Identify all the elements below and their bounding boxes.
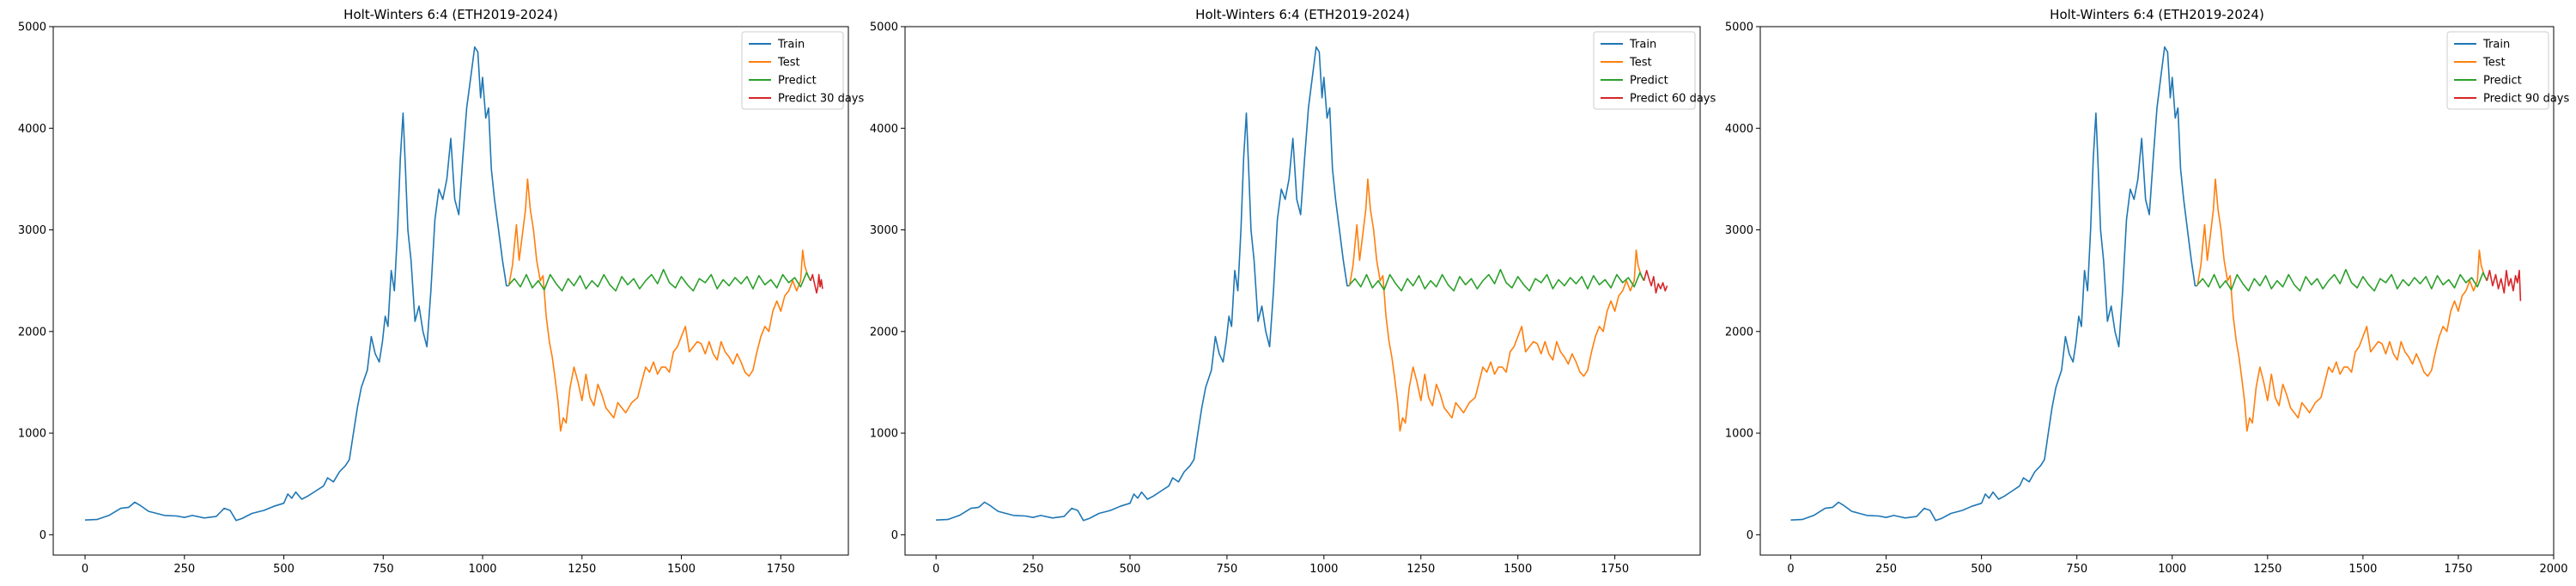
axes-frame <box>1759 26 2555 556</box>
series-line-test <box>2196 178 2488 432</box>
series-group <box>936 46 1668 522</box>
legend-label: Predict 90 days <box>2483 93 2569 106</box>
y-tick-label: 5000 <box>18 21 46 34</box>
series-line-predict-90-days <box>2486 270 2522 302</box>
legend: Train Test Predict Predict 90 days <box>2446 31 2569 110</box>
series-group <box>84 46 823 522</box>
chart-title: Holt-Winters 6:4 (ETH2019-2024) <box>1195 7 1410 22</box>
x-tick-label: 0 <box>82 563 88 576</box>
series-line-test <box>1348 178 1645 432</box>
legend-box <box>741 31 844 110</box>
y-tick-label: 4000 <box>1725 123 1753 136</box>
legend-label: Test <box>1629 57 1652 70</box>
series-group <box>1790 46 2522 522</box>
series-line-predict-60-days <box>1643 270 1668 294</box>
x-tick-label: 250 <box>173 563 195 576</box>
x-tick-label: 0 <box>933 563 939 576</box>
legend: Train Test Predict Predict 60 days <box>1593 31 1716 110</box>
chart-panel: Holt-Winters 6:4 (ETH2019-2024) 0 250 500 75… <box>1725 7 2570 576</box>
x-tick-label: 1500 <box>2348 563 2377 576</box>
legend-label: Predict <box>2483 75 2522 88</box>
y-tick-label: 3000 <box>18 224 46 237</box>
x-tick-label: 1000 <box>468 563 496 576</box>
x-tick-label: 250 <box>1023 563 1044 576</box>
x-tick-label: 1500 <box>1504 563 1532 576</box>
y-tick-label: 0 <box>1747 529 1753 542</box>
chart-title: Holt-Winters 6:4 (ETH2019-2024) <box>2050 7 2264 22</box>
series-line-test <box>507 178 811 432</box>
y-tick-label: 3000 <box>1725 224 1753 237</box>
legend-label: Train <box>2482 39 2510 52</box>
x-tick-label: 0 <box>1787 563 1794 576</box>
legend-box <box>2446 31 2549 110</box>
legend: Train Test Predict Predict 30 days <box>741 31 864 110</box>
legend-label: Predict 30 days <box>778 93 864 106</box>
x-tick-label: 1000 <box>1309 563 1338 576</box>
x-tick-label: 1250 <box>1406 563 1435 576</box>
y-tick-label: 0 <box>891 529 898 542</box>
x-tick-label: 500 <box>1120 563 1141 576</box>
x-tick-label: 1250 <box>568 563 596 576</box>
legend-label: Predict <box>1630 75 1668 88</box>
x-tick-label: 2000 <box>2539 563 2567 576</box>
y-tick-label: 1000 <box>870 428 898 441</box>
legend-label: Test <box>777 57 800 70</box>
x-tick-label: 1500 <box>667 563 696 576</box>
legend-label: Train <box>1629 39 1656 52</box>
y-tick-label: 2000 <box>18 326 46 339</box>
series-line-train <box>84 46 509 522</box>
y-tick-label: 2000 <box>1725 326 1753 339</box>
x-tick-label: 1250 <box>2253 563 2281 576</box>
x-tick-label: 750 <box>1217 563 1238 576</box>
series-line-predict-30-days <box>810 273 823 294</box>
x-tick-label: 1750 <box>1601 563 1629 576</box>
series-line-predict <box>2196 268 2488 292</box>
x-tick-label: 1750 <box>2444 563 2472 576</box>
series-line-predict <box>1349 268 1645 292</box>
x-tick-label: 1750 <box>767 563 795 576</box>
y-tick-label: 4000 <box>18 123 46 136</box>
y-tick-label: 0 <box>39 529 46 542</box>
x-tick-label: 750 <box>373 563 394 576</box>
legend-label: Predict <box>778 75 817 88</box>
chart-panel: Holt-Winters 6:4 (ETH2019-2024) 0 250 500 75… <box>18 7 865 576</box>
legend-label: Train <box>777 39 805 52</box>
series-line-predict <box>508 268 811 292</box>
y-tick-label: 3000 <box>870 224 898 237</box>
axes-frame <box>904 26 1701 556</box>
x-tick-label: 750 <box>2066 563 2087 576</box>
y-tick-label: 4000 <box>870 123 898 136</box>
y-tick-label: 2000 <box>870 326 898 339</box>
x-tick-label: 500 <box>1971 563 1992 576</box>
legend-box <box>1593 31 1696 110</box>
y-tick-label: 1000 <box>1725 428 1753 441</box>
legend-label: Predict 60 days <box>1630 93 1716 106</box>
x-tick-label: 500 <box>273 563 295 576</box>
legend-label: Test <box>2482 57 2506 70</box>
chart-panel: Holt-Winters 6:4 (ETH2019-2024) 0 250 500 75… <box>870 7 1716 576</box>
y-tick-label: 1000 <box>18 428 46 441</box>
series-line-train <box>936 46 1350 522</box>
chart-title: Holt-Winters 6:4 (ETH2019-2024) <box>343 7 558 22</box>
axes-frame <box>52 26 849 556</box>
y-tick-label: 5000 <box>1725 21 1753 34</box>
x-tick-label: 1000 <box>2158 563 2186 576</box>
x-tick-label: 250 <box>1875 563 1897 576</box>
y-tick-label: 5000 <box>870 21 898 34</box>
series-line-train <box>1790 46 2198 522</box>
